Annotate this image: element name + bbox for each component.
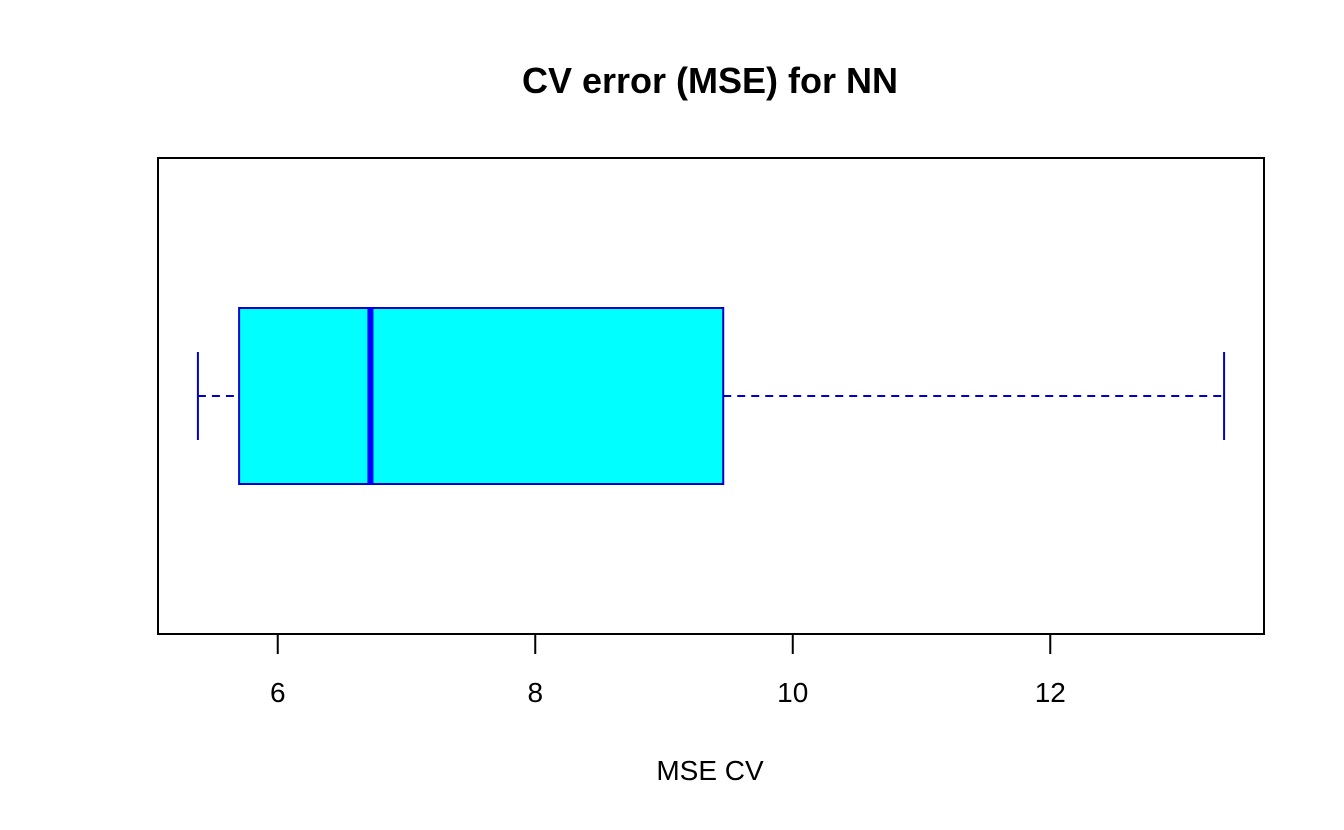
boxplot [196, 307, 1226, 485]
plot-frame [157, 157, 1265, 635]
x-tick-label: 10 [777, 677, 808, 708]
x-axis: 6 8 10 12 [270, 634, 1066, 708]
chart-title: CV error (MSE) for NN [522, 60, 898, 101]
x-tick-label: 8 [527, 677, 543, 708]
iqr-box [238, 307, 725, 485]
x-axis-label: MSE CV [656, 755, 764, 786]
x-tick-label: 12 [1035, 677, 1066, 708]
x-tick-label: 6 [270, 677, 286, 708]
